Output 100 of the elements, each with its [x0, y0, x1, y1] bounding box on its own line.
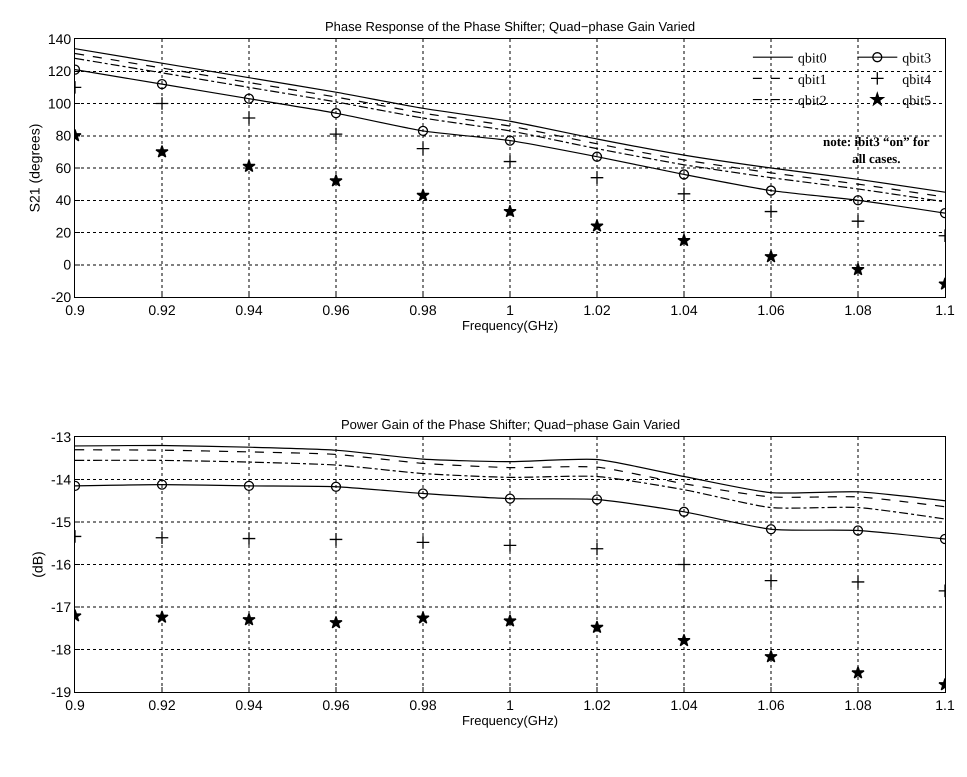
point — [156, 79, 168, 90]
y-tick-label: 20 — [56, 224, 72, 240]
point — [766, 185, 776, 196]
point — [416, 611, 430, 624]
y-axis-title: (dB) — [30, 551, 46, 578]
x-axis-title: Frequency(GHz) — [462, 318, 558, 333]
x-tick-label: 0.98 — [409, 696, 437, 713]
x-tick-label: 1.08 — [844, 302, 872, 318]
legend-label: qbit2 — [798, 94, 827, 110]
point — [852, 195, 864, 206]
point — [764, 250, 778, 262]
y-tick-label: -17 — [50, 598, 72, 615]
point — [155, 530, 169, 545]
chart-title: Phase Response of the Phase Shifter; Quad−phase Gain Varied — [325, 19, 696, 34]
x-tick-label: 1.06 — [757, 302, 785, 318]
point — [503, 204, 517, 218]
point — [418, 126, 428, 136]
point — [155, 610, 169, 623]
point — [244, 480, 254, 492]
y-tick-label: 0 — [63, 256, 72, 273]
point — [764, 650, 778, 662]
point — [590, 620, 604, 634]
x-axis-title: Frequency(GHz) — [462, 712, 558, 728]
point — [678, 506, 690, 517]
point — [416, 535, 430, 550]
point — [416, 142, 430, 156]
y-tick-label: 80 — [56, 128, 72, 144]
point — [242, 159, 256, 172]
point — [851, 214, 865, 228]
point — [329, 616, 343, 628]
point — [852, 525, 864, 536]
legend-label: qbit4 — [902, 72, 932, 88]
y-tick-label: -15 — [50, 514, 72, 530]
y-tick-label: -18 — [50, 641, 72, 658]
x-tick-label: 0.92 — [148, 696, 176, 713]
y-tick-label: 40 — [56, 192, 72, 208]
x-tick-label: 1.1 — [935, 696, 955, 713]
point — [242, 111, 256, 125]
annotation: note: ibit3 “on” for all cases. — [823, 134, 930, 166]
point — [764, 204, 778, 218]
y-tick-label: -16 — [50, 556, 72, 572]
x-tick-label: 0.94 — [235, 696, 263, 713]
x-tick-label: 0.96 — [322, 696, 350, 713]
point — [764, 574, 778, 588]
point — [156, 479, 168, 490]
legend-label: qbit1 — [798, 72, 827, 88]
point — [677, 234, 691, 246]
x-tick-label: 1.02 — [583, 302, 611, 318]
point — [244, 94, 254, 104]
point — [416, 188, 430, 202]
point — [418, 488, 428, 499]
point — [851, 574, 865, 589]
chart-title: Power Gain of the Phase Shifter; Quad−phase Gain Varied — [341, 417, 680, 432]
point — [766, 524, 776, 534]
point — [504, 135, 516, 146]
point — [678, 169, 690, 180]
point — [155, 96, 169, 110]
y-tick-label: 140 — [48, 30, 72, 47]
point — [242, 612, 256, 626]
x-tick-label: 0.96 — [322, 302, 350, 318]
x-tick-label: 1.1 — [935, 302, 955, 318]
x-tick-label: 0.92 — [148, 302, 176, 318]
x-tick-label: 1 — [506, 696, 514, 713]
point — [677, 186, 691, 201]
y-axis-title: S21 (degrees) — [26, 124, 42, 212]
point — [503, 154, 517, 168]
point — [590, 542, 604, 556]
x-tick-label: 1 — [506, 302, 514, 318]
point — [155, 144, 169, 158]
point — [503, 538, 517, 552]
y-tick-label: 100 — [48, 95, 72, 112]
y-tick-label: 120 — [48, 63, 72, 80]
point — [329, 532, 343, 546]
y-tick-label: 60 — [56, 160, 72, 176]
point — [677, 634, 691, 646]
point — [503, 614, 517, 627]
point — [330, 482, 342, 492]
legend-label: qbit3 — [902, 52, 932, 67]
legend-label: qbit0 — [798, 52, 827, 67]
x-tick-label: 1.04 — [670, 696, 698, 713]
point — [592, 152, 602, 162]
y-tick-label: -13 — [50, 428, 72, 445]
point — [677, 558, 691, 572]
point — [329, 174, 343, 187]
x-tick-label: 0.94 — [235, 302, 263, 318]
point — [330, 108, 342, 118]
x-tick-label: 1.06 — [757, 696, 785, 713]
point — [590, 219, 604, 232]
x-tick-label: 1.08 — [844, 696, 872, 713]
point — [592, 494, 602, 505]
x-tick-label: 1.04 — [670, 302, 698, 318]
point — [242, 532, 256, 546]
x-tick-label: 1.02 — [583, 696, 611, 713]
point — [504, 493, 516, 504]
point — [851, 666, 865, 679]
point — [590, 170, 604, 185]
point — [329, 127, 343, 142]
x-tick-label: 0.98 — [409, 302, 437, 318]
y-tick-label: -14 — [50, 471, 72, 488]
point — [851, 262, 865, 276]
